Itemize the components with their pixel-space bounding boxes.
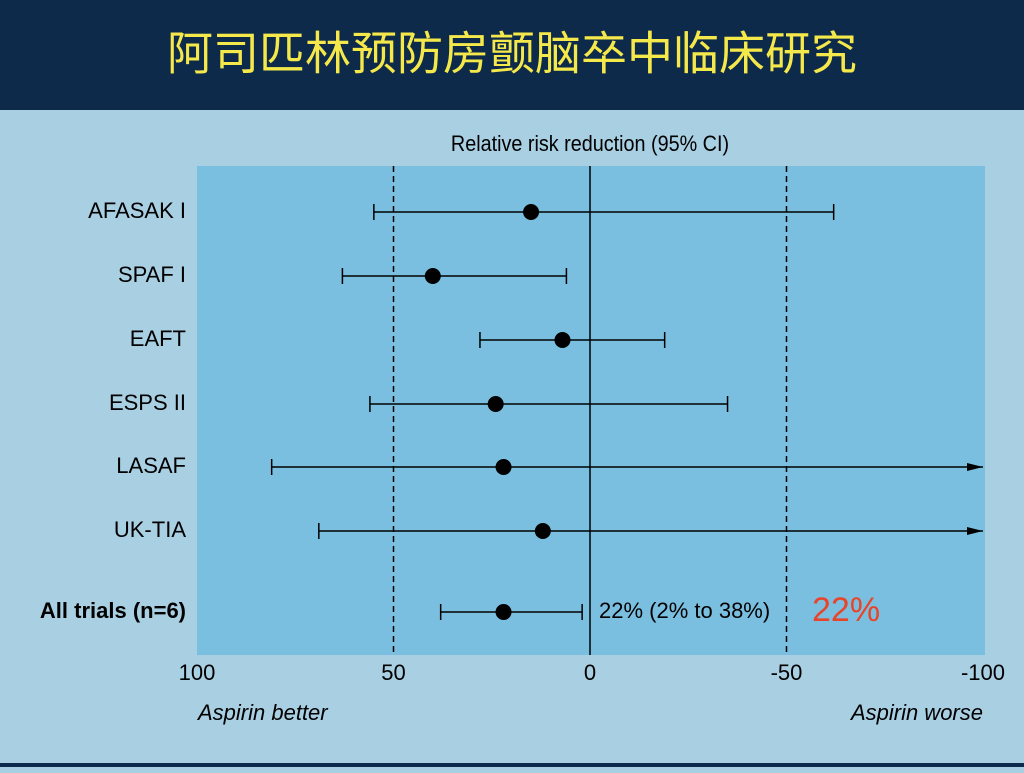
x-tick-label: 0 [584,660,596,685]
axis-title: Relative risk reduction (95% CI) [451,132,729,156]
point-estimate [534,523,551,539]
x-tick-label: -50 [771,660,803,685]
point-estimate [487,396,504,412]
row-label: LASAF [116,453,186,478]
point-estimate [523,204,540,220]
point-estimate [495,604,512,620]
ci-arrow [967,463,983,471]
row-label: UK-TIA [114,517,186,542]
row-label: EAFT [130,326,186,351]
right-label: Aspirin worse [849,700,983,725]
highlight: 22% [812,591,880,629]
title-band [0,0,1024,110]
x-tick-label: 100 [179,660,216,685]
x-tick-label: -100 [961,660,1005,685]
point-estimate [495,459,512,475]
row-label: SPAF I [118,262,186,287]
left-label: Aspirin better [196,700,329,725]
row-label: AFASAK I [88,198,186,223]
row-label: All trials (n=6) [40,598,186,623]
row-label: ESPS II [109,390,186,415]
point-estimate [424,268,441,284]
plot-area [197,166,985,655]
point-estimate [554,332,571,348]
slide-title: 阿司匹林预防房颤脑卒中临床研究 [167,27,857,81]
x-tick-label: 50 [381,660,405,685]
summary-label: 22% (2% to 38%) [599,598,770,623]
ci-arrow [967,527,983,535]
